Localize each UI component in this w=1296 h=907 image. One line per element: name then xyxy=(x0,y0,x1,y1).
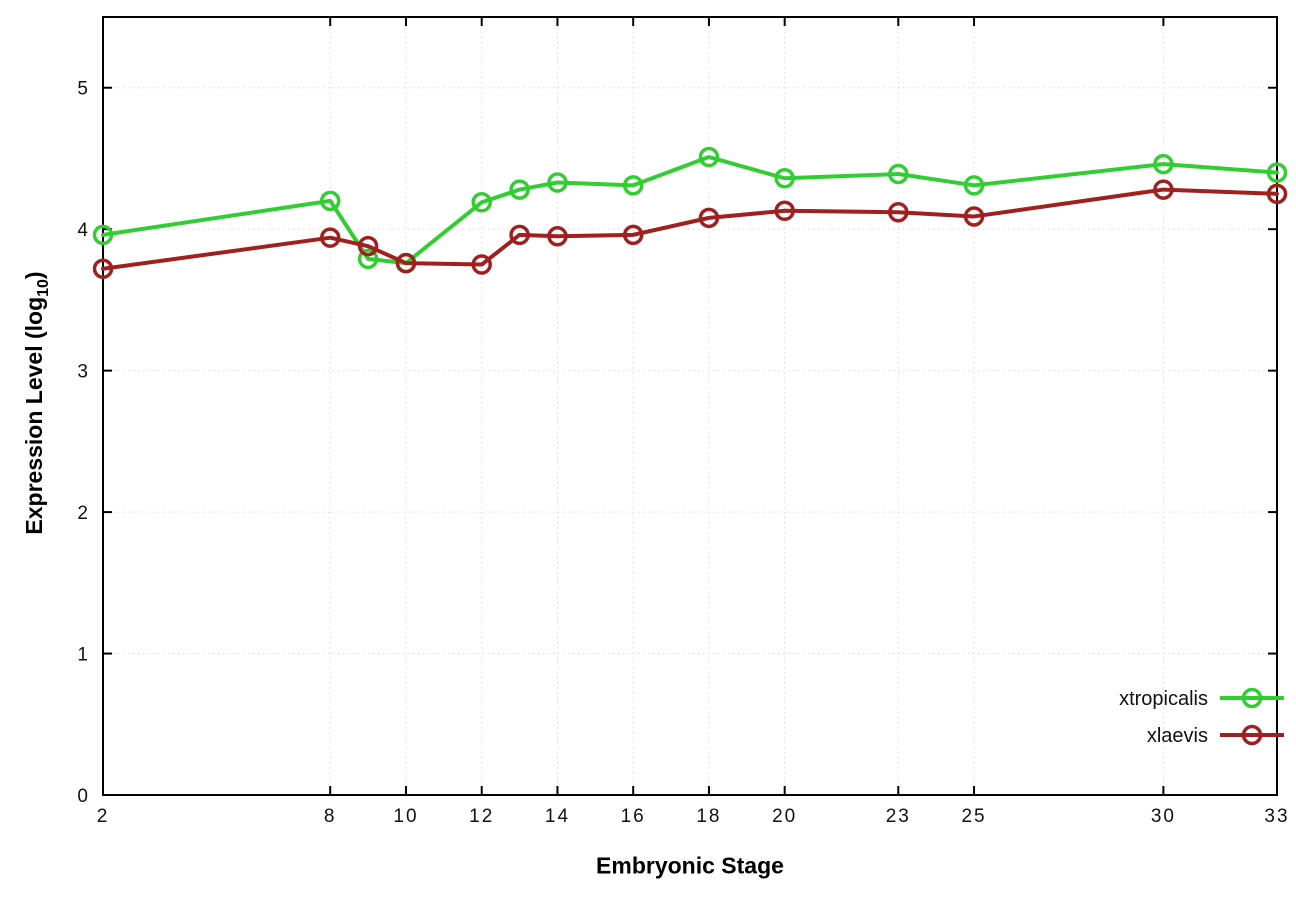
data-point-xlaevis xyxy=(509,224,530,246)
y-tick-label: 0 xyxy=(77,786,90,807)
x-tick-label: 10 xyxy=(393,806,418,827)
y-tick-label: 1 xyxy=(77,645,90,666)
y-axis-label-text: Expression Level (log xyxy=(21,296,48,535)
data-point-xtropicalis xyxy=(1153,153,1174,175)
data-point-xtropicalis xyxy=(698,146,720,168)
data-point-xtropicalis xyxy=(774,168,795,189)
legend-marker-xtropicalis xyxy=(1241,687,1263,709)
plot-border xyxy=(102,16,1278,796)
data-point-xtropicalis xyxy=(509,179,530,200)
data-point-xlaevis xyxy=(547,226,568,247)
y-tick-label: 3 xyxy=(77,362,90,383)
x-tick-label: 16 xyxy=(621,806,646,827)
data-point-xlaevis xyxy=(92,258,114,280)
series-line-xtropicalis xyxy=(101,155,1279,266)
data-point-xlaevis xyxy=(1266,183,1288,205)
data-point-xlaevis xyxy=(774,200,795,222)
x-tick-label: 14 xyxy=(545,806,570,827)
x-tick-label: 33 xyxy=(1264,806,1289,827)
x-axis-label: Embryonic Stage xyxy=(596,852,784,879)
y-tick-label: 2 xyxy=(77,503,90,524)
data-point-xlaevis xyxy=(1153,179,1174,200)
data-point-xtropicalis xyxy=(471,192,492,213)
y-tick-label: 5 xyxy=(77,79,90,100)
x-tick-label: 25 xyxy=(961,806,986,827)
data-point-xlaevis xyxy=(888,201,909,223)
x-tick-label: 30 xyxy=(1151,806,1176,827)
data-point-xlaevis xyxy=(698,207,720,229)
data-point-xtropicalis xyxy=(963,175,985,196)
y-axis-label-close: ) xyxy=(21,271,48,280)
data-point-xtropicalis xyxy=(888,163,909,185)
x-tick-label: 12 xyxy=(469,806,494,827)
data-point-xlaevis xyxy=(471,254,492,275)
x-tick-label: 18 xyxy=(696,806,721,827)
data-point-xlaevis xyxy=(963,206,985,227)
data-point-xlaevis xyxy=(319,227,341,248)
y-tick-label: 4 xyxy=(77,220,90,241)
x-tick-label: 2 xyxy=(97,806,110,827)
data-point-xtropicalis xyxy=(357,248,379,270)
y-axis-label-subscript: 10 xyxy=(34,279,52,297)
x-tick-label: 23 xyxy=(886,806,911,827)
data-point-xlaevis xyxy=(622,224,644,246)
legend-label-xlaevis: xlaevis xyxy=(1147,725,1208,747)
data-point-xtropicalis xyxy=(547,172,568,193)
data-point-xtropicalis xyxy=(1266,162,1288,183)
data-point-xlaevis xyxy=(395,252,417,274)
y-axis-label: Expression Level (log10) xyxy=(21,271,53,534)
legend-marker-xlaevis xyxy=(1241,724,1263,746)
data-point-xtropicalis xyxy=(92,224,114,246)
x-tick-label: 8 xyxy=(324,806,337,827)
legend-label-xtropicalis: xtropicalis xyxy=(1119,688,1208,710)
x-tick-label: 20 xyxy=(772,806,797,827)
data-point-xtropicalis xyxy=(319,190,341,212)
data-point-xtropicalis xyxy=(622,175,644,196)
data-point-xlaevis xyxy=(357,235,379,257)
